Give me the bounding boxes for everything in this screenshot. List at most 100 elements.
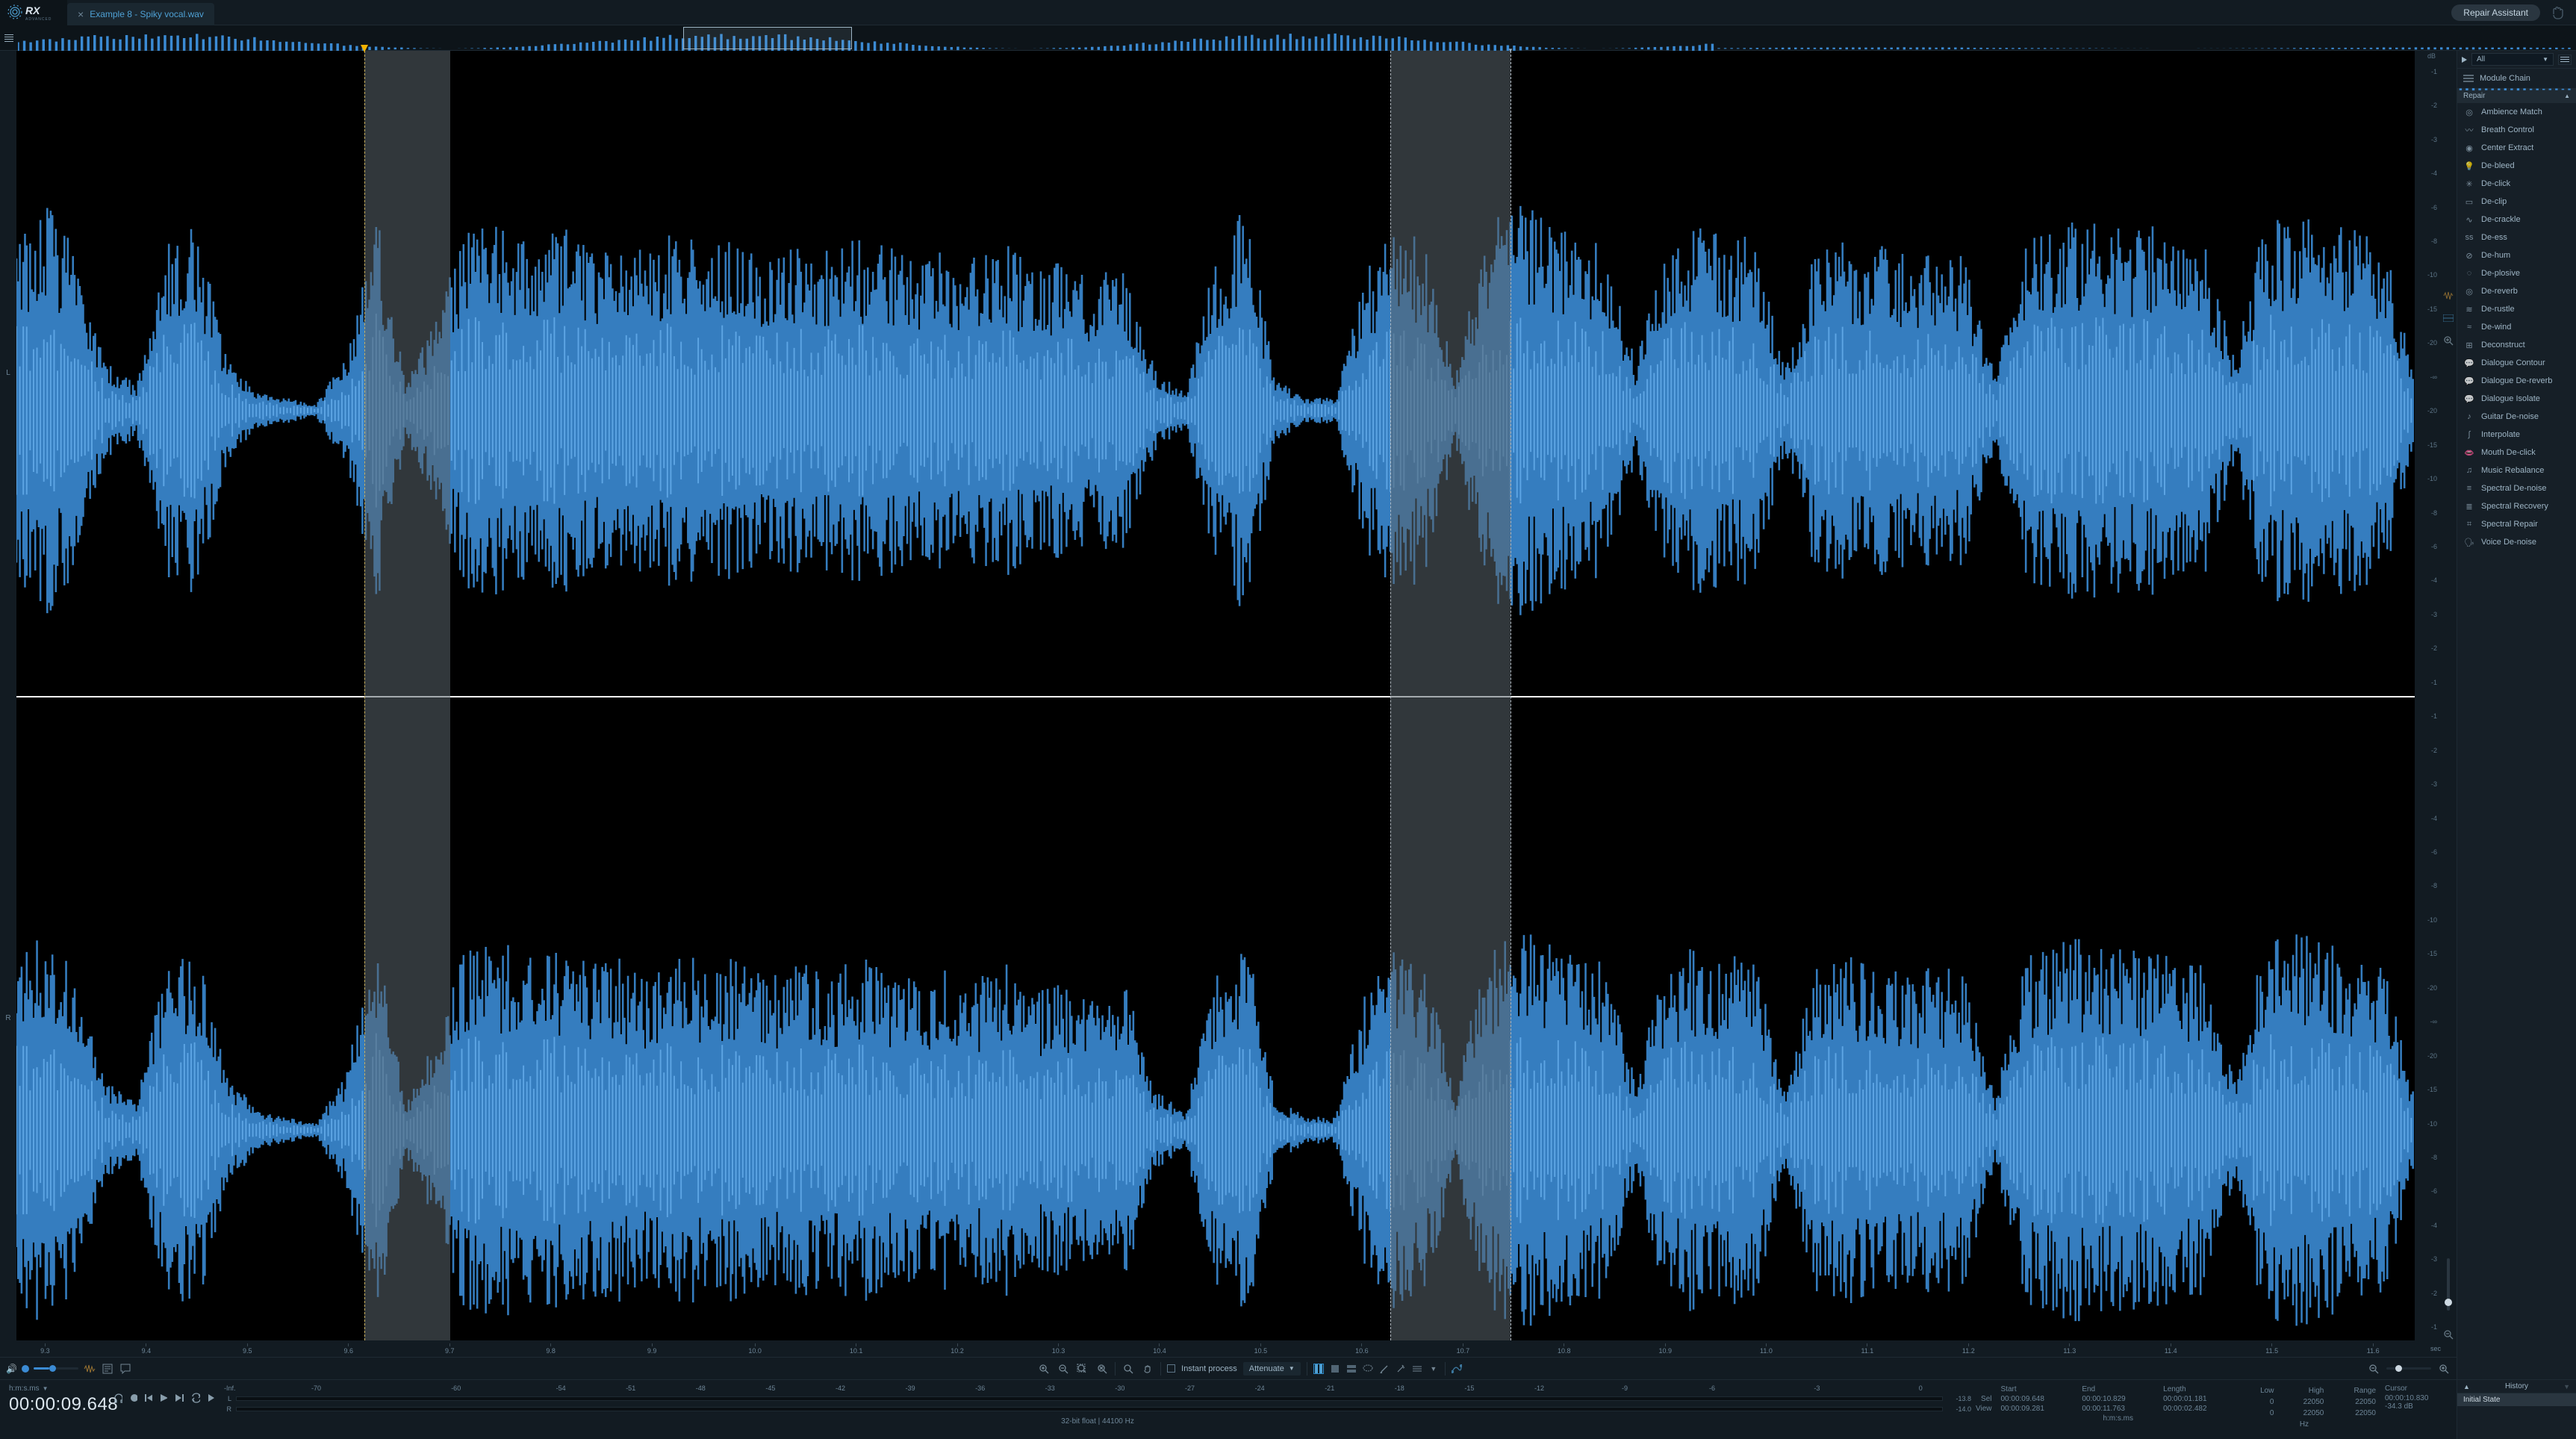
module-item[interactable]: ≣Spectral Recovery bbox=[2457, 497, 2576, 515]
loop-icon[interactable] bbox=[191, 1393, 200, 1403]
overview-waveform[interactable] bbox=[18, 25, 2576, 50]
module-icon: ◎ bbox=[2463, 106, 2475, 118]
lasso-tool-icon[interactable] bbox=[1363, 1364, 1373, 1374]
module-item[interactable]: 💬Dialogue Isolate bbox=[2457, 390, 2576, 408]
notes-icon[interactable] bbox=[101, 1362, 114, 1376]
module-label: De-rustle bbox=[2481, 305, 2515, 314]
hzoom-out-icon[interactable] bbox=[2367, 1362, 2380, 1376]
module-item[interactable]: 💬Dialogue De-reverb bbox=[2457, 372, 2576, 390]
close-icon[interactable]: × bbox=[78, 8, 84, 20]
file-tab[interactable]: × Example 8 - Spiky vocal.wav bbox=[67, 3, 214, 25]
module-item[interactable]: 〰Breath Control bbox=[2457, 121, 2576, 139]
module-item[interactable]: ∿De-crackle bbox=[2457, 211, 2576, 229]
module-item[interactable]: ≡Spectral De-noise bbox=[2457, 479, 2576, 497]
find-icon[interactable] bbox=[1121, 1362, 1135, 1376]
overview-viewport[interactable] bbox=[683, 27, 852, 49]
history-item[interactable]: Initial State bbox=[2457, 1393, 2576, 1406]
module-item[interactable]: ◎De-reverb bbox=[2457, 282, 2576, 300]
zoom-selection-icon[interactable] bbox=[1076, 1362, 1089, 1376]
deselect-tool-icon[interactable]: ▼ bbox=[1428, 1364, 1439, 1374]
overview-strip bbox=[0, 25, 2576, 51]
module-icon: ≡ bbox=[2463, 482, 2475, 494]
overview-channels-toggle[interactable] bbox=[0, 25, 18, 50]
zoom-in-icon[interactable] bbox=[2442, 335, 2454, 346]
horizontal-zoom-slider[interactable] bbox=[2386, 1367, 2431, 1370]
modules-list: ◎Ambience Match〰Breath Control◉Center Ex… bbox=[2457, 103, 2576, 1379]
history-down-icon[interactable]: ▼ bbox=[2563, 1383, 2570, 1390]
history-header: History bbox=[2476, 1382, 2557, 1390]
svg-text:RX: RX bbox=[25, 4, 41, 16]
comment-icon[interactable] bbox=[119, 1362, 132, 1376]
module-label: Deconstruct bbox=[2481, 341, 2525, 349]
skip-end-icon[interactable] bbox=[208, 1393, 215, 1402]
module-item[interactable]: ◌De-plosive bbox=[2457, 264, 2576, 282]
module-item[interactable]: ≈De-wind bbox=[2457, 318, 2576, 336]
zoom-fit-icon[interactable] bbox=[1095, 1362, 1109, 1376]
module-label: De-ess bbox=[2481, 233, 2507, 242]
zoom-in-icon[interactable] bbox=[1037, 1362, 1051, 1376]
module-item[interactable]: 💬Dialogue Contour bbox=[2457, 354, 2576, 372]
hzoom-in-icon[interactable] bbox=[2437, 1362, 2451, 1376]
module-icon: 🗣 bbox=[2463, 536, 2475, 548]
tf-select-tool-icon[interactable] bbox=[1330, 1364, 1340, 1374]
module-item[interactable]: 💡De-bleed bbox=[2457, 157, 2576, 175]
view-mode-spectrogram-icon[interactable] bbox=[2442, 312, 2454, 324]
module-item[interactable]: ∫Interpolate bbox=[2457, 426, 2576, 444]
selection-edge[interactable] bbox=[1390, 51, 1391, 1340]
module-item[interactable]: ssDe-ess bbox=[2457, 229, 2576, 246]
db-scale: dB -1-2-3-4-6-8-10-15-20-∞-20-15-10-8-6-… bbox=[2415, 51, 2440, 1340]
repair-assistant-button[interactable]: Repair Assistant bbox=[2451, 4, 2540, 21]
module-item[interactable]: ▭De-clip bbox=[2457, 193, 2576, 211]
module-icon: ◉ bbox=[2463, 142, 2475, 154]
module-icon: 💬 bbox=[2463, 357, 2475, 369]
view-mode-waveform-icon[interactable] bbox=[2442, 290, 2454, 302]
playhead-marker[interactable] bbox=[360, 45, 369, 54]
module-item[interactable]: ⊘De-hum bbox=[2457, 246, 2576, 264]
module-item[interactable]: ♪Guitar De-noise bbox=[2457, 408, 2576, 426]
module-label: De-clip bbox=[2481, 197, 2507, 206]
waveform-canvas[interactable]: ▾ bbox=[16, 51, 2415, 1340]
audio-format-label: 32-bit float | 44100 Hz bbox=[224, 1417, 1971, 1426]
module-item[interactable]: ♫Music Rebalance bbox=[2457, 461, 2576, 479]
meter-label-r: R bbox=[224, 1405, 231, 1413]
brush-tool-icon[interactable] bbox=[1379, 1364, 1390, 1374]
module-label: Mouth De-click bbox=[2481, 448, 2536, 457]
zoom-out-icon[interactable] bbox=[1057, 1362, 1070, 1376]
waveform-display-icon[interactable] bbox=[83, 1362, 96, 1376]
curve-tool-icon[interactable] bbox=[1452, 1364, 1462, 1374]
play-selection-icon[interactable] bbox=[175, 1393, 184, 1402]
module-item[interactable]: ⌗Spectral Repair bbox=[2457, 515, 2576, 533]
module-item[interactable]: ⊞ Deconstruct bbox=[2457, 336, 2576, 354]
skip-start-icon[interactable] bbox=[145, 1393, 152, 1402]
volume-slider[interactable] bbox=[34, 1367, 78, 1370]
time-ruler[interactable]: 9.39.49.59.69.79.89.910.010.110.210.310.… bbox=[0, 1340, 2457, 1357]
module-icon: 〰 bbox=[2463, 124, 2475, 136]
module-icon: ∿ bbox=[2463, 214, 2475, 226]
selection-region-a[interactable] bbox=[364, 51, 451, 1340]
selection-region-b[interactable] bbox=[1390, 51, 1511, 1340]
module-item[interactable]: 👄Mouth De-click bbox=[2457, 444, 2576, 461]
module-icon: ✳ bbox=[2463, 178, 2475, 190]
history-up-icon[interactable]: ▲ bbox=[2463, 1383, 2470, 1390]
harmonics-tool-icon[interactable] bbox=[1412, 1364, 1422, 1374]
play-icon[interactable] bbox=[160, 1393, 167, 1402]
zoom-out-icon[interactable] bbox=[2442, 1328, 2454, 1340]
module-item[interactable]: 🗣Voice De-noise bbox=[2457, 533, 2576, 551]
tab-title: Example 8 - Spiky vocal.wav bbox=[90, 9, 204, 19]
module-label: De-click bbox=[2481, 179, 2510, 188]
vertical-zoom-slider[interactable] bbox=[2447, 1258, 2450, 1311]
hand-tool-icon[interactable] bbox=[1141, 1362, 1154, 1376]
record-icon[interactable] bbox=[130, 1393, 137, 1402]
module-icon: ≋ bbox=[2463, 303, 2475, 315]
module-item[interactable]: ≋ De-rustle bbox=[2457, 300, 2576, 318]
freq-select-tool-icon[interactable] bbox=[1346, 1364, 1357, 1374]
headphones-icon[interactable] bbox=[113, 1393, 122, 1403]
wand-tool-icon[interactable] bbox=[1396, 1364, 1406, 1374]
module-item[interactable]: ✳ De-click bbox=[2457, 175, 2576, 193]
meter-bar-r bbox=[236, 1407, 1943, 1411]
gesture-icon[interactable] bbox=[2548, 2, 2569, 23]
module-icon: ◎ bbox=[2463, 285, 2475, 297]
module-icon: ⊞ bbox=[2463, 339, 2475, 351]
module-item[interactable]: ◉Center Extract bbox=[2457, 139, 2576, 157]
channel-labels: L R bbox=[0, 51, 16, 1340]
